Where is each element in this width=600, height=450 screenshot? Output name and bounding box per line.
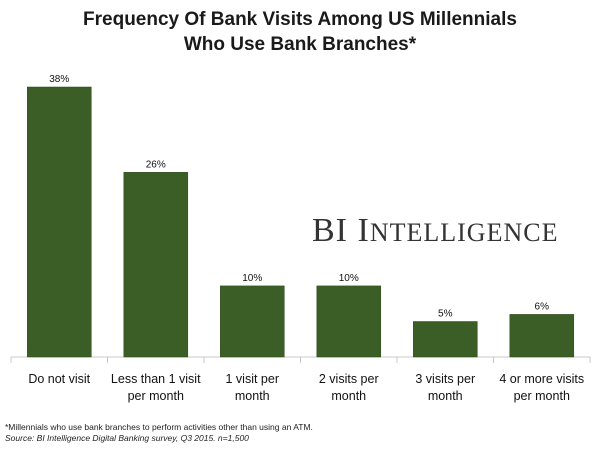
chart-title-line-2: Who Use Bank Branches*	[183, 34, 417, 55]
bar	[123, 172, 189, 358]
bar-value-label: 6%	[535, 301, 550, 312]
x-axis-ticks	[10, 357, 591, 363]
chart-title-line-1: Frequency Of Bank Visits Among US Millen…	[83, 9, 517, 30]
bar-value-label: 10%	[339, 273, 359, 284]
bar	[509, 314, 575, 358]
bar-value-label: 38%	[49, 74, 69, 85]
bar-value-label: 5%	[438, 309, 453, 320]
category-label: 1 visit per month	[226, 372, 280, 403]
source-note: Source: BI Intelligence Digital Banking …	[5, 433, 249, 443]
bar	[27, 86, 92, 358]
bars-group	[27, 86, 575, 358]
category-label: Less than 1 visit per month	[111, 372, 201, 403]
bar	[220, 285, 285, 358]
value-labels-group: 38% 26% 10% 10% 5% 6%	[49, 74, 549, 320]
chart-title: Frequency Of Bank Visits Among US Millen…	[0, 7, 600, 57]
watermark-text: BI INTELLIGENCE	[312, 212, 558, 249]
category-labels-group: Do not visit Less than 1 visit per month 1 …	[28, 372, 584, 403]
footnote: *Millennials who use bank branches to pe…	[5, 422, 313, 432]
bi-intelligence-watermark: BI INTELLIGENCE	[312, 212, 558, 249]
bar-value-label: 26%	[146, 159, 166, 170]
category-label: 4 or more visits per month	[499, 372, 584, 403]
bar	[413, 321, 478, 358]
category-label: 3 visits per month	[415, 372, 475, 403]
bar	[316, 285, 382, 358]
category-label: Do not visit	[28, 372, 90, 386]
category-label: 2 visits per month	[319, 372, 379, 403]
bar-value-label: 10%	[242, 273, 262, 284]
